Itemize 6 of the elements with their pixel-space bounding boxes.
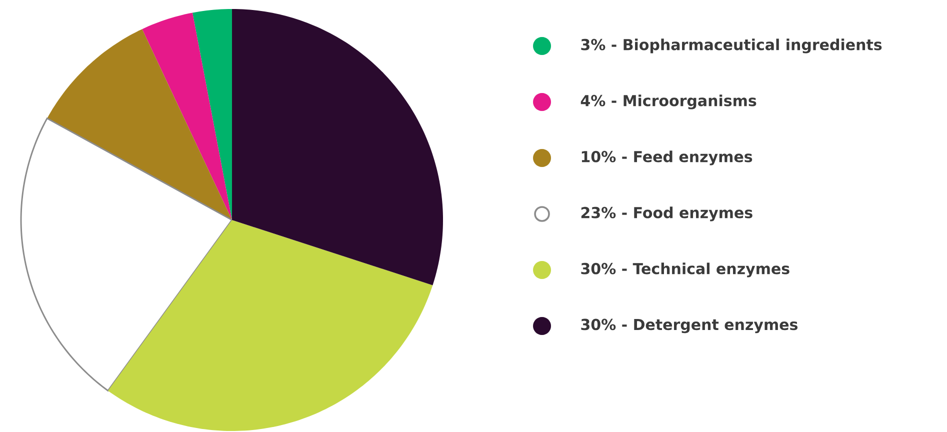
legend-label: 30% - Detergent enzymes bbox=[581, 318, 798, 334]
legend-label: 4% - Microorganisms bbox=[580, 94, 756, 110]
legend-label: 10% - Feed enzymes bbox=[582, 150, 752, 166]
legend-label: 3% - Biopharmaceutical ingredients bbox=[581, 38, 882, 54]
legend-label: 23% - Food enzymes bbox=[581, 206, 752, 222]
legend-label: 30% - Technical enzymes bbox=[581, 262, 790, 278]
